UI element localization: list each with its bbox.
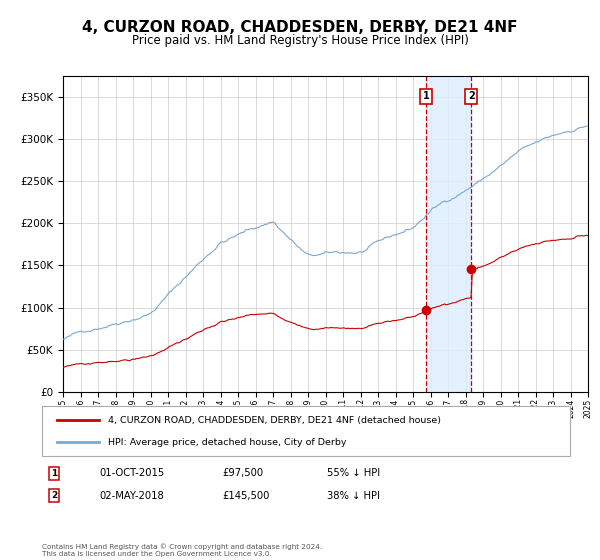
Bar	[426, 76, 471, 392]
Text: 1: 1	[423, 91, 430, 101]
Text: 38% ↓ HPI: 38% ↓ HPI	[327, 491, 380, 501]
Text: 55% ↓ HPI: 55% ↓ HPI	[327, 468, 380, 478]
Text: 1: 1	[51, 469, 57, 478]
Text: Contains HM Land Registry data © Crown copyright and database right 2024.
This d: Contains HM Land Registry data © Crown c…	[42, 544, 322, 557]
Text: 01-OCT-2015: 01-OCT-2015	[99, 468, 164, 478]
Text: 02-MAY-2018: 02-MAY-2018	[99, 491, 164, 501]
Text: 4, CURZON ROAD, CHADDESDEN, DERBY, DE21 4NF: 4, CURZON ROAD, CHADDESDEN, DERBY, DE21 …	[82, 20, 518, 35]
Text: 2: 2	[51, 491, 57, 500]
Text: 2: 2	[468, 91, 475, 101]
Text: £97,500: £97,500	[222, 468, 263, 478]
Text: £145,500: £145,500	[222, 491, 269, 501]
Text: Price paid vs. HM Land Registry's House Price Index (HPI): Price paid vs. HM Land Registry's House …	[131, 34, 469, 46]
Text: HPI: Average price, detached house, City of Derby: HPI: Average price, detached house, City…	[108, 438, 347, 447]
Text: 4, CURZON ROAD, CHADDESDEN, DERBY, DE21 4NF (detached house): 4, CURZON ROAD, CHADDESDEN, DERBY, DE21 …	[108, 416, 441, 424]
